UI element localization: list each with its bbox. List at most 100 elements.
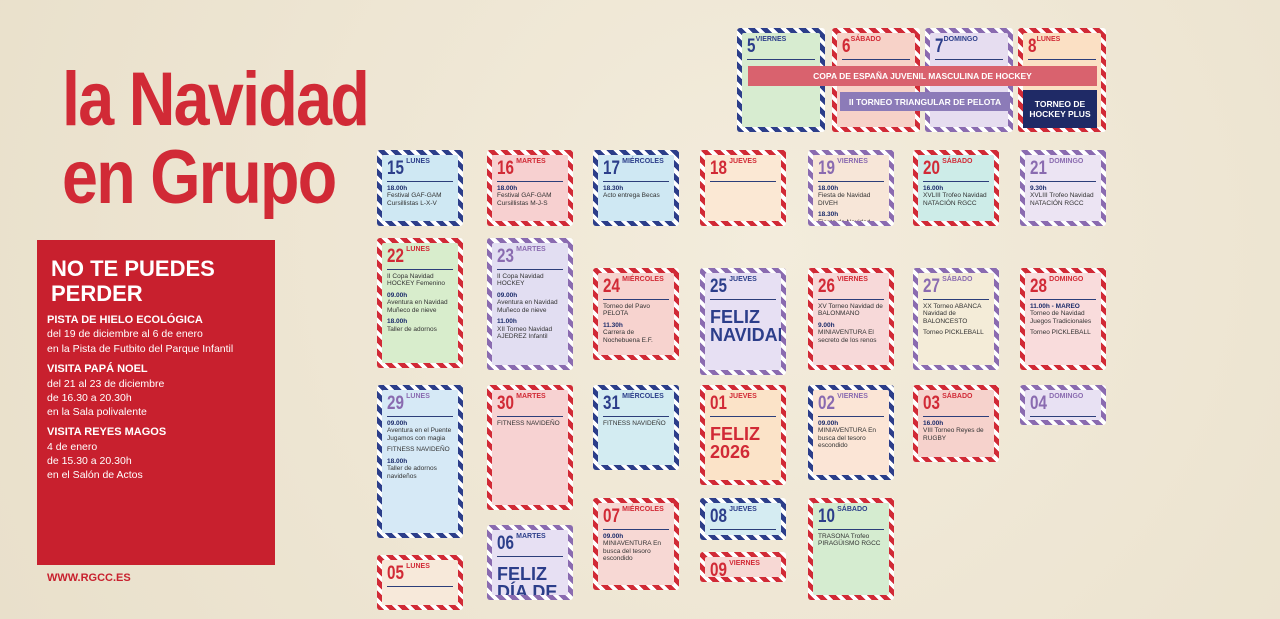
day-number: 31 <box>603 393 620 414</box>
highlight-line: en la Pista de Futbito del Parque Infant… <box>47 342 234 355</box>
day-number: 25 <box>710 276 727 297</box>
day-inner: 01 JUEVES FELIZ 2026 <box>705 390 781 480</box>
weekday: VIERNES <box>837 158 868 165</box>
highlight-line: del 19 de diciembre al 6 de enero <box>47 328 203 341</box>
day-number: 16 <box>497 158 514 179</box>
day-number: 20 <box>923 158 940 179</box>
event-text: Acto entrega Becas <box>603 192 660 200</box>
day-number: 30 <box>497 393 514 414</box>
banner: II TORNEO TRIANGULAR DE PELOTA <box>840 92 1010 111</box>
event-text: FITNESS NAVIDEÑO <box>387 446 450 454</box>
title: en Grupo <box>62 135 337 220</box>
day-cell: 30 MARTES FITNESS NAVIDEÑO <box>487 385 573 510</box>
weekday: VIERNES <box>729 560 760 567</box>
weekday: LUNES <box>1036 36 1061 43</box>
divider <box>603 299 669 300</box>
day-inner: 07 MIÉRCOLES 09.00h MINIAVENTURA En busca d… <box>598 503 674 585</box>
day-inner: 21 DOMINGO 9.30h XVLIII Trofeo Navidad NATA… <box>1025 155 1101 221</box>
highlights: NO TE PUEDES PERDER PISTA DE HIELO ECOLÓ… <box>37 240 275 565</box>
weekday: VIERNES <box>837 276 868 283</box>
highlight-line: en la Sala polivalente <box>47 405 147 418</box>
divider <box>923 299 989 300</box>
event-time: 09.00h <box>603 533 624 540</box>
event-time: 16.00h <box>923 420 944 427</box>
highlight-title: VISITA PAPÁ NOEL <box>47 362 148 375</box>
event-time: 18.00h <box>818 185 839 192</box>
event-time: 18.00h <box>387 185 408 192</box>
event: TRASONA Trofeo PIRAGÜISMO RGCC <box>818 533 884 548</box>
divider <box>497 556 563 557</box>
event-text: MINIAVENTURA El secreto de los renos <box>818 329 877 344</box>
divider <box>710 416 776 417</box>
highlight-line: de 16.30 a 20.30h <box>47 391 132 404</box>
event-text: Aventura en Navidad Muñeco de nieve <box>387 299 448 314</box>
highlight-line: en el Salón de Actos <box>47 469 143 482</box>
day-cell: 21 DOMINGO 9.30h XVLIII Trofeo Navidad NATA… <box>1020 150 1106 226</box>
day-cell: 24 MIÉRCOLES Torneo del Pavo PELOTA 11.30h C… <box>593 268 679 360</box>
day-cell: 16 MARTES 18.00h Festival GAF-GAM Cursillis… <box>487 150 573 226</box>
divider <box>603 181 669 182</box>
day-number: 08 <box>710 506 727 527</box>
event: 18.00h Festival GAF-GAM Cursillistas L-X-… <box>387 185 453 207</box>
event-text: Carrera de Nochebuena E.F. <box>603 329 653 344</box>
highlight-line: 4 de enero <box>47 440 98 453</box>
event-text: Torneo PICKLEBALL <box>923 329 984 337</box>
event: 18.30hFiesta de Navidad TENIS <box>818 211 884 221</box>
event: 09.00h MINIAVENTURA En busca del tesoro e… <box>818 420 884 450</box>
weekday: MIÉRCOLES <box>622 393 664 400</box>
weekday: MIÉRCOLES <box>622 158 664 165</box>
day-number: 8 <box>1028 36 1037 57</box>
divider <box>747 59 815 60</box>
greeting: FELIZ NAVIDAD <box>710 307 781 345</box>
weekday: LUNES <box>406 158 430 165</box>
day-inner: 31 MIÉRCOLES FITNESS NAVIDEÑO <box>598 390 674 465</box>
event: 16.00h XVLIII Trofeo Navidad NATACIÓN RGC… <box>923 185 989 207</box>
event: 09.00h Aventura en Navidad Muñeco de niev… <box>387 292 453 314</box>
event: XX Torneo ABANCA Navidad de BALONCESTO <box>923 303 989 325</box>
weekday: VIERNES <box>755 36 787 43</box>
day-inner: 16 MARTES 18.00h Festival GAF-GAM Cursillis… <box>492 155 568 221</box>
day-inner: 09 VIERNES <box>705 557 781 577</box>
day-inner: 18 JUEVES <box>705 155 781 221</box>
divider <box>387 586 453 587</box>
divider <box>710 299 776 300</box>
highlight-line: del 21 al 23 de diciembre <box>47 377 165 390</box>
weekday: SÁBADO <box>942 158 973 165</box>
day-inner: 29 LUNES 09.00h Aventura en el Puente Jugam… <box>382 390 458 533</box>
divider <box>387 269 453 270</box>
day-number: 09 <box>710 560 727 577</box>
day-number: 24 <box>603 276 620 297</box>
event-text: MINIAVENTURA En busca del tesoro escondi… <box>603 540 662 563</box>
event-time: 09.00h <box>387 420 408 427</box>
highlight-item: PISTA DE HIELO ECOLÓGICA del 19 de diciem… <box>47 313 275 356</box>
divider <box>603 416 669 417</box>
divider <box>710 181 776 182</box>
divider <box>935 59 1003 60</box>
day-cell: 01 JUEVES FELIZ 2026 <box>700 385 786 485</box>
day-number: 17 <box>603 158 620 179</box>
day-inner: 30 MARTES FITNESS NAVIDEÑO <box>492 390 568 505</box>
day-inner: 20 SÁBADO 16.00h XVLIII Trofeo Navidad NATA… <box>918 155 994 221</box>
weekday: JUEVES <box>729 276 757 283</box>
event: II Copa Navidad HOCKEY Femenino <box>387 273 453 288</box>
day-cell: 31 MIÉRCOLES FITNESS NAVIDEÑO <box>593 385 679 470</box>
day-cell: 26 VIERNES XV Torneo Navidad de BALONMANO 9… <box>808 268 894 370</box>
greeting: FELIZ 2026 <box>710 424 760 462</box>
divider <box>923 416 989 417</box>
divider <box>923 181 989 182</box>
event: 18.00h Taller de adornos navideños <box>387 458 453 480</box>
divider <box>710 529 776 530</box>
day-inner: 10 SÁBADO TRASONA Trofeo PIRAGÜISMO RGCC <box>813 503 889 595</box>
day-cell: 03 SÁBADO 16.00h VIII Torneo Reyes de RUGBY <box>913 385 999 462</box>
day-number: 15 <box>387 158 404 179</box>
day-number: 29 <box>387 393 404 414</box>
day-cell: 19 VIERNES 18.00h Fiesta de Navidad DIVEH 18… <box>808 150 894 226</box>
event-text: VIII Torneo Reyes de RUGBY <box>923 427 984 442</box>
event-time: 11.00h - MAREO <box>1030 303 1080 310</box>
day-inner: 23 MARTES II Copa Navidad HOCKEY 09.00h Aven… <box>492 243 568 365</box>
weekday: LUNES <box>406 393 430 400</box>
day-cell: 22 LUNES II Copa Navidad HOCKEY Femenino 09… <box>377 238 463 368</box>
